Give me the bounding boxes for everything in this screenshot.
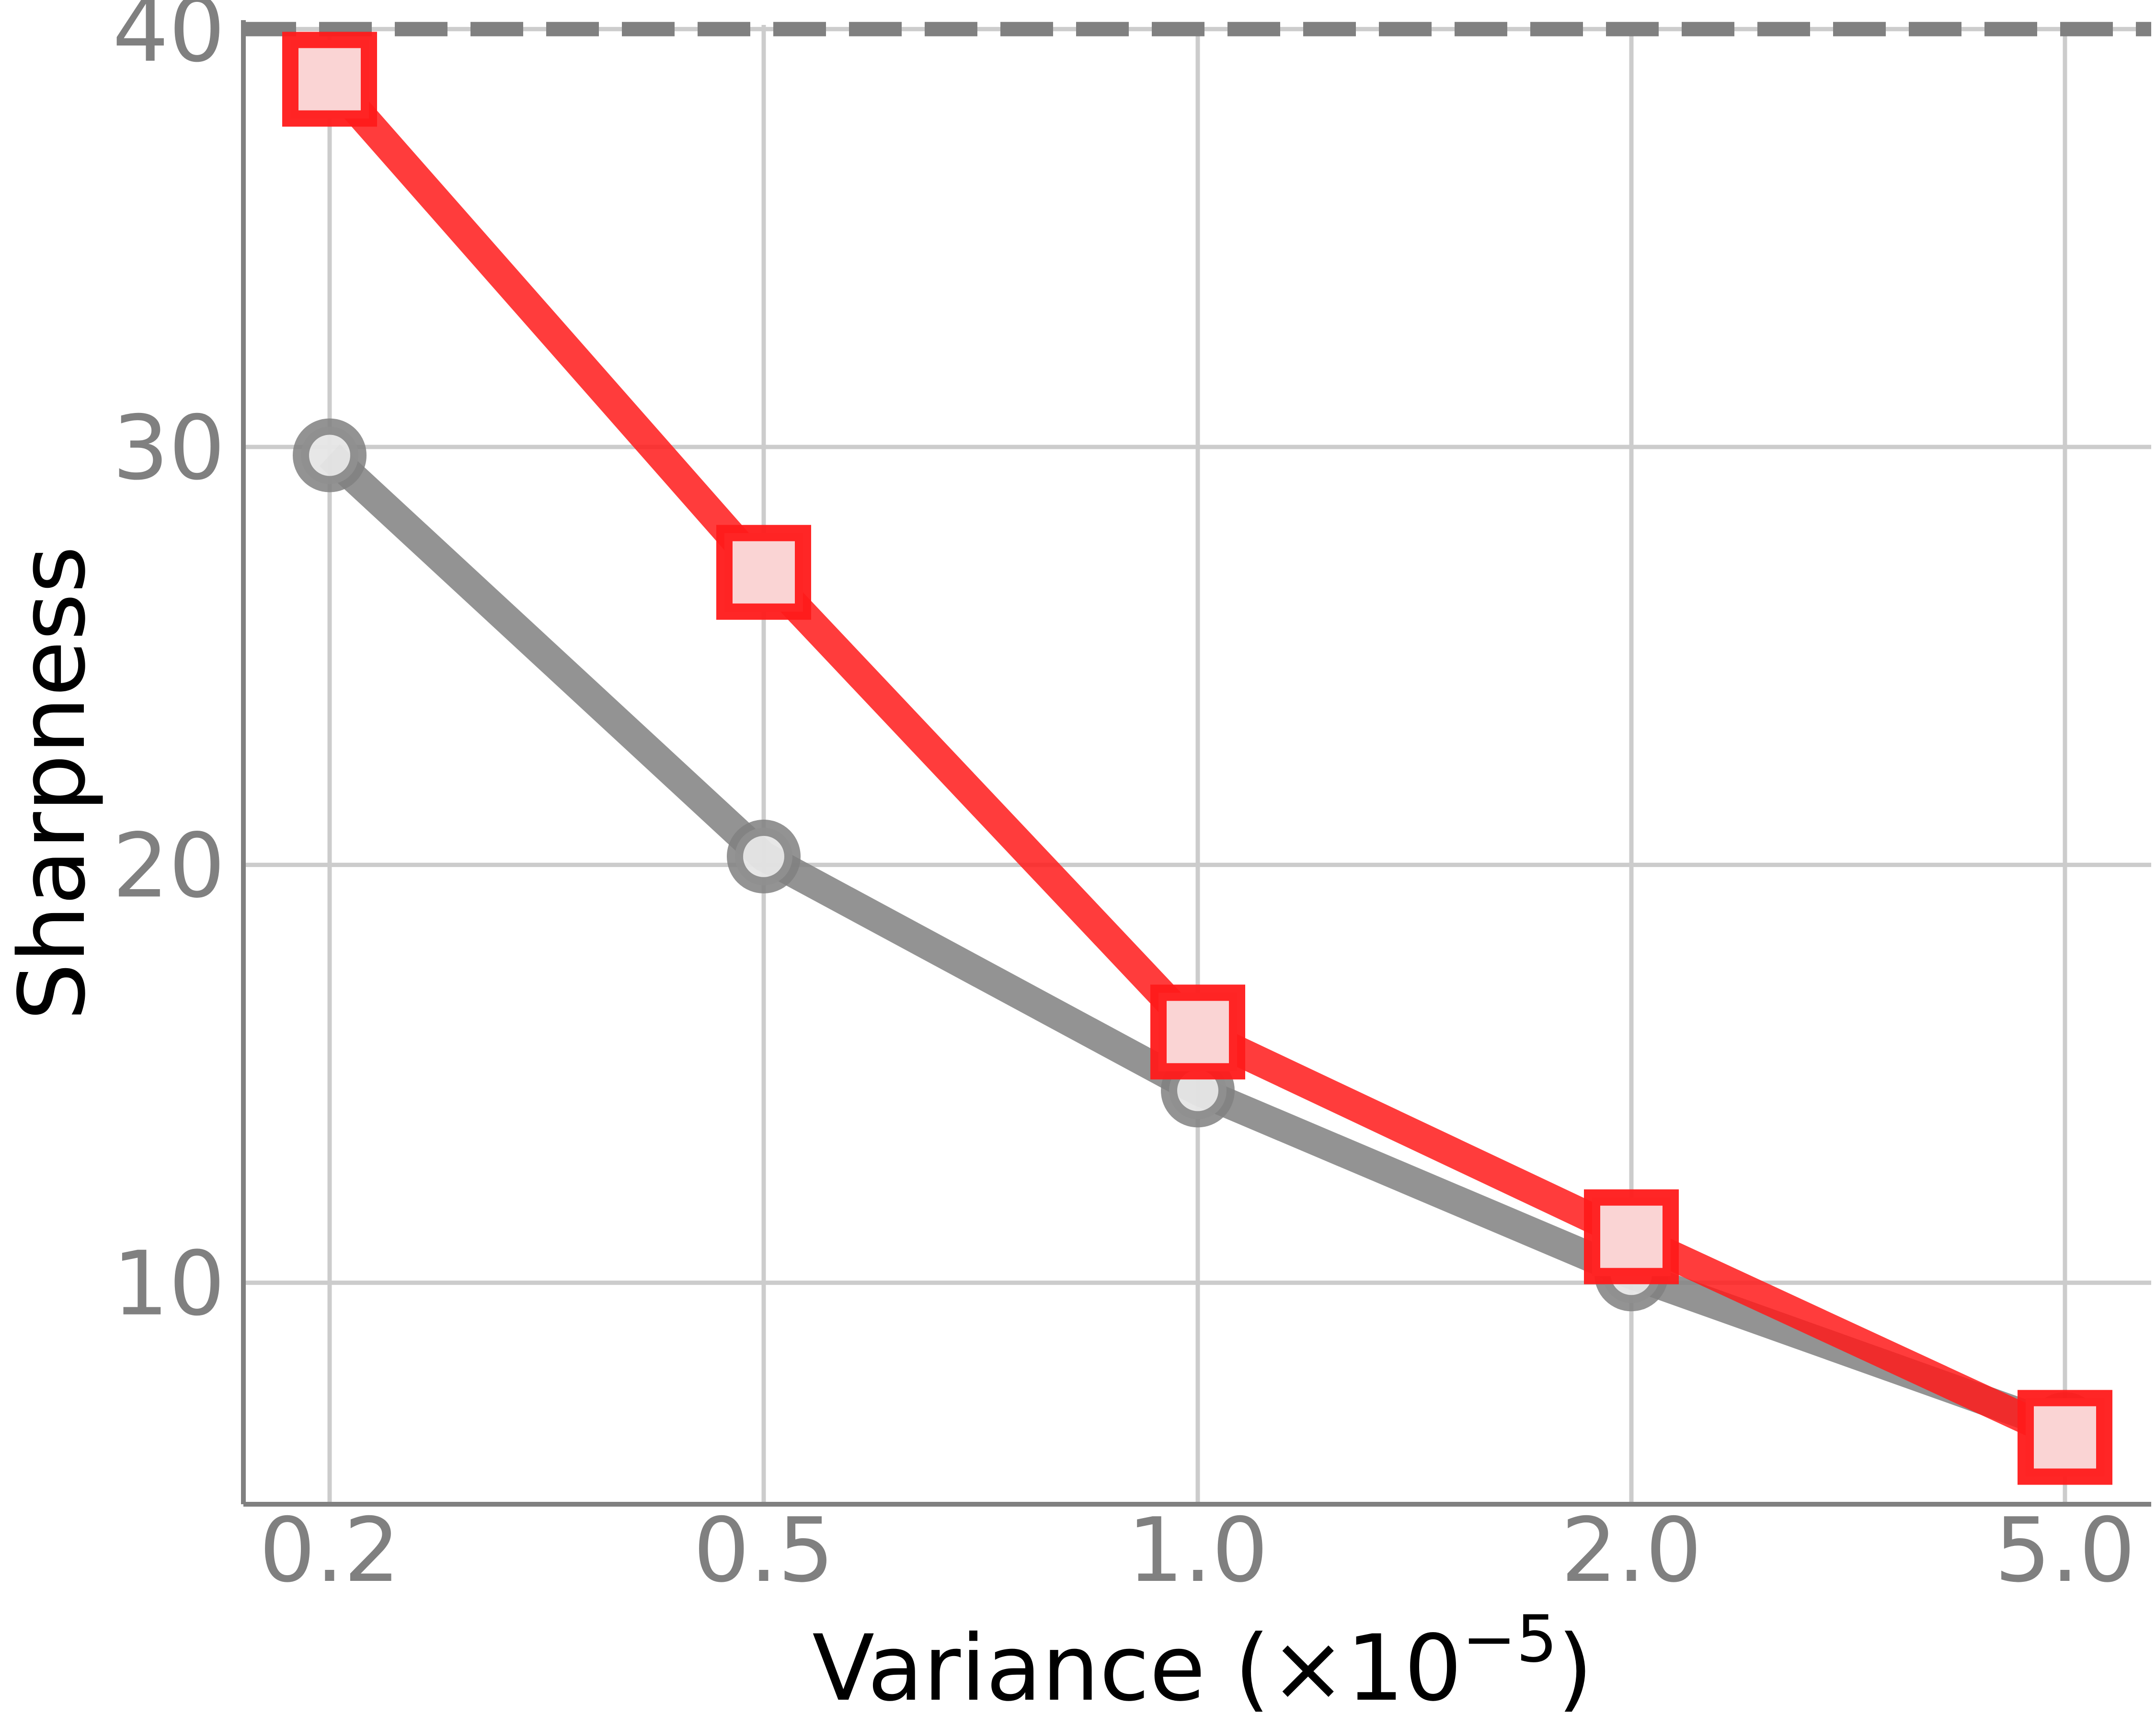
x-axis-label: Variance (×10−5)	[812, 1601, 1593, 1721]
x-axis-label-exponent: −5	[1462, 1601, 1558, 1677]
series-0-point-0	[293, 418, 367, 492]
series	[282, 32, 2112, 1485]
x-tick-label-1: 0.5	[693, 1498, 834, 1602]
series-1-point-4	[2018, 1390, 2112, 1485]
x-axis-label-close: )	[1558, 1615, 1593, 1721]
axes	[241, 20, 2151, 1507]
series-1-point-0	[282, 32, 377, 127]
y-tick-label-3: 40	[113, 0, 225, 82]
y-tick-label-1: 20	[113, 814, 225, 917]
series-1-point-3	[1584, 1189, 1679, 1284]
tick-labels: 0.2 0.5 1.0 2.0 5.0 10 20 30 40	[113, 0, 2136, 1602]
x-tick-label-4: 5.0	[1995, 1498, 2135, 1602]
y-axis-label: Sharpness	[0, 546, 105, 1020]
series-0-point-1	[727, 819, 801, 893]
x-tick-label-0: 0.2	[259, 1498, 400, 1602]
y-tick-label-0: 10	[113, 1232, 225, 1336]
series-1-point-2	[1150, 984, 1245, 1080]
x-tick-label-2: 1.0	[1127, 1498, 1268, 1602]
grid	[243, 25, 2151, 1504]
x-axis-label-text: Variance (×10	[812, 1615, 1462, 1721]
x-tick-label-3: 2.0	[1561, 1498, 1702, 1602]
series-1-point-1	[716, 525, 811, 620]
y-tick-label-2: 30	[113, 396, 225, 500]
